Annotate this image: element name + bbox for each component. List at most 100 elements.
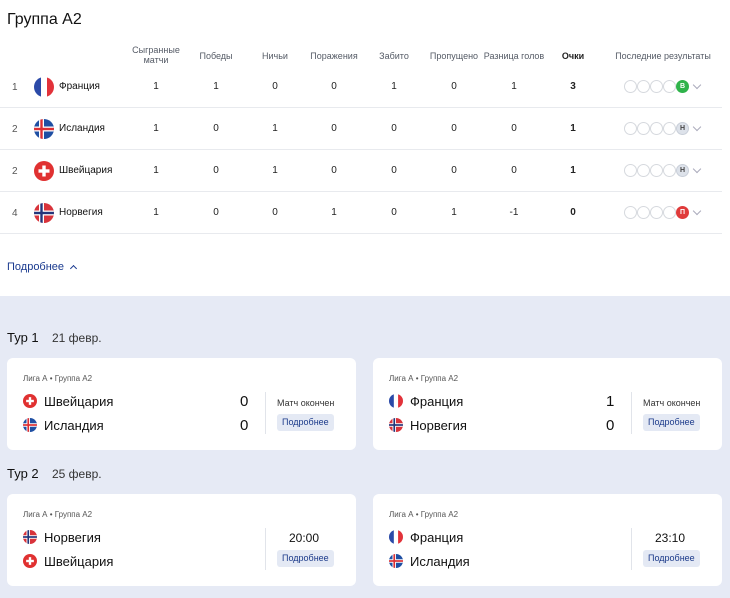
points-value: 1: [570, 123, 576, 134]
empty-result-icon: [650, 206, 663, 219]
norway-flag-icon: [389, 418, 403, 432]
chevron-up-icon: [70, 264, 78, 273]
match-league: Лига А • Группа А2: [389, 374, 459, 383]
header-diff: Разница голов: [483, 51, 545, 61]
home-score: 1: [606, 393, 615, 410]
header-losses: Поражения: [310, 51, 358, 61]
header-draws: Ничьи: [262, 51, 288, 61]
draw-result-badge: Н: [676, 164, 689, 177]
france-flag-icon: [389, 530, 403, 544]
home-score: 0: [240, 393, 249, 410]
empty-result-icon: [663, 206, 676, 219]
diff-value: 1: [511, 81, 517, 92]
team-name[interactable]: Франция: [59, 81, 100, 92]
row-position: 4: [12, 208, 18, 219]
empty-result-icon: [624, 164, 637, 177]
more-details-link[interactable]: Подробнее: [7, 261, 78, 273]
match-card[interactable]: Лига А • Группа А2 Норвегия Швейцария 20…: [7, 494, 356, 586]
home-team: Норвегия: [44, 530, 101, 545]
losses-value: 0: [331, 165, 337, 176]
match-league: Лига А • Группа А2: [23, 510, 93, 519]
empty-result-icon: [637, 80, 650, 93]
header-played: Сыгранные матчи: [132, 45, 180, 65]
row-position: 2: [12, 166, 18, 177]
row-position: 2: [12, 124, 18, 135]
table-header: Сыгранные матчи Победы Ничьи Поражения З…: [0, 45, 730, 68]
switzerland-flag-icon: [34, 161, 54, 181]
conceded-value: 0: [451, 81, 457, 92]
chevron-down-icon[interactable]: [692, 80, 702, 90]
empty-result-icon: [650, 122, 663, 135]
table-row[interactable]: 4 Норвегия 1 0 0 1 0 1 -1 0 П: [0, 192, 722, 234]
away-team: Исландия: [410, 554, 470, 569]
empty-result-icon: [637, 164, 650, 177]
chevron-down-icon[interactable]: [692, 164, 702, 174]
table-row[interactable]: 1 Франция 1 1 0 0 1 0 1 3 В: [0, 66, 722, 108]
match-details-button[interactable]: Подробнее: [277, 550, 334, 567]
diff-value: 0: [511, 165, 517, 176]
match-status: Матч окончен: [643, 398, 701, 408]
empty-result-icon: [663, 80, 676, 93]
match-card[interactable]: Лига А • Группа А2 Швейцария 0 Исландия …: [7, 358, 356, 450]
empty-result-icon: [663, 122, 676, 135]
points-value: 0: [570, 207, 576, 218]
round-date: 25 февр.: [52, 467, 102, 481]
team-name[interactable]: Норвегия: [59, 207, 103, 218]
conceded-value: 0: [451, 123, 457, 134]
table-row[interactable]: 2 Швейцария 1 0 1 0 0 0 0 1 Н: [0, 150, 722, 192]
losses-value: 0: [331, 123, 337, 134]
round-title: Тур 2: [7, 466, 39, 481]
draws-value: 0: [272, 207, 278, 218]
played-value: 1: [153, 207, 159, 218]
away-team: Исландия: [44, 418, 104, 433]
home-team: Франция: [410, 394, 464, 409]
away-score: 0: [606, 417, 615, 434]
match-details-button[interactable]: Подробнее: [643, 550, 700, 567]
france-flag-icon: [389, 394, 403, 408]
scored-value: 0: [391, 165, 397, 176]
team-name[interactable]: Швейцария: [59, 165, 113, 176]
draws-value: 0: [272, 81, 278, 92]
conceded-value: 1: [451, 207, 457, 218]
draws-value: 1: [272, 165, 278, 176]
table-row[interactable]: 2 Исландия 1 0 1 0 0 0 0 1 Н: [0, 108, 722, 150]
away-score: 0: [240, 417, 249, 434]
match-details-button[interactable]: Подробнее: [643, 414, 700, 431]
scored-value: 1: [391, 81, 397, 92]
match-status: Матч окончен: [277, 398, 335, 408]
match-league: Лига А • Группа А2: [389, 510, 459, 519]
home-team: Франция: [410, 530, 464, 545]
matches-section: Тур 1 21 февр. Лига А • Группа А2 Швейца…: [0, 296, 730, 598]
wins-value: 0: [213, 207, 219, 218]
match-time: 20:00: [289, 531, 320, 545]
played-value: 1: [153, 123, 159, 134]
draw-result-badge: Н: [676, 122, 689, 135]
match-time: 23:10: [655, 531, 686, 545]
match-card[interactable]: Лига А • Группа А2 Франция Исландия 23:1…: [373, 494, 722, 586]
played-value: 1: [153, 165, 159, 176]
win-result-badge: В: [676, 80, 689, 93]
empty-result-icon: [624, 122, 637, 135]
header-points: Очки: [561, 51, 585, 61]
match-league: Лига А • Группа А2: [23, 374, 93, 383]
chevron-down-icon[interactable]: [692, 206, 702, 216]
card-divider: [265, 392, 266, 434]
losses-value: 1: [331, 207, 337, 218]
iceland-flag-icon: [34, 119, 54, 139]
away-team: Норвегия: [410, 418, 467, 433]
standings-section: Группа А2 Сыгранные матчи Победы Ничьи П…: [0, 0, 730, 296]
wins-value: 0: [213, 165, 219, 176]
row-position: 1: [12, 82, 18, 93]
match-card[interactable]: Лига А • Группа А2 Франция 1 Норвегия 0 …: [373, 358, 722, 450]
card-divider: [265, 528, 266, 570]
home-team: Швейцария: [44, 394, 114, 409]
norway-flag-icon: [23, 530, 37, 544]
match-details-button[interactable]: Подробнее: [277, 414, 334, 431]
team-name[interactable]: Исландия: [59, 123, 105, 134]
empty-result-icon: [663, 164, 676, 177]
header-form: Последние результаты: [615, 51, 711, 61]
group-title: Группа А2: [7, 11, 82, 28]
chevron-down-icon[interactable]: [692, 122, 702, 132]
played-value: 1: [153, 81, 159, 92]
points-value: 3: [570, 81, 576, 92]
